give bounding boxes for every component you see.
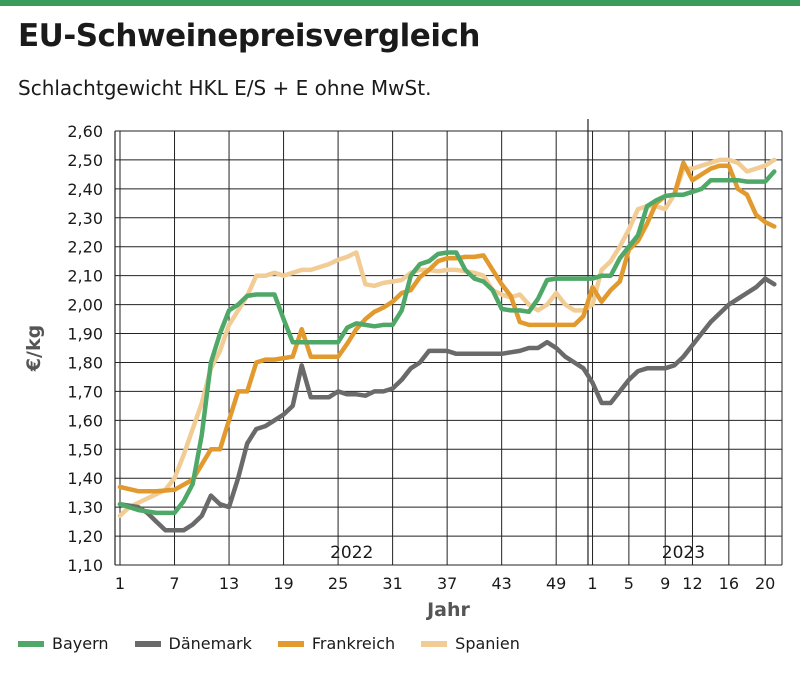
legend-label: Frankreich	[311, 634, 396, 653]
legend-item: Dänemark	[134, 634, 252, 653]
y-tick-label: 1,80	[67, 353, 103, 372]
y-axis-label: €/kg	[23, 325, 45, 372]
x-tick-label: 12	[682, 574, 702, 593]
y-tick-label: 1,60	[67, 411, 103, 430]
y-tick-label: 1,50	[67, 440, 103, 459]
y-tick-label: 1,70	[67, 382, 103, 401]
chart-grid	[114, 119, 783, 566]
x-tick-label: 7	[169, 574, 179, 593]
page-title: EU-Schweinepreisvergleich	[18, 18, 480, 54]
x-tick-labels: 1 7 13 19 25 31 37 43 49 2022 1 5 9 12 16 20 2023	[115, 543, 775, 593]
x-tick-label: 49	[546, 574, 566, 593]
legend-swatch	[134, 640, 161, 647]
x-tick-label: 1	[587, 574, 597, 593]
y-tick-labels: 1,10 1,20 1,30 1,40 1,50 1,60 1,70 1,80 1,90 2,00…	[67, 122, 103, 575]
y-tick-label: 1,40	[67, 469, 103, 488]
x-tick-label: 25	[328, 574, 348, 593]
year-label: 2022	[330, 543, 373, 563]
y-tick-label: 1,20	[67, 527, 103, 546]
legend-label: Spanien	[455, 634, 520, 653]
legend-swatch	[18, 640, 44, 647]
y-tick-label: 2,50	[67, 151, 103, 170]
x-tick-label: 13	[219, 574, 239, 593]
series-line-daenemark	[117, 276, 777, 533]
y-tick-label: 1,30	[67, 498, 103, 517]
x-tick-label: 31	[382, 574, 402, 593]
top-accent-bar	[0, 0, 800, 6]
legend-item: Frankreich	[277, 634, 396, 653]
y-tick-label: 2,60	[67, 122, 103, 141]
y-tick-label: 1,90	[67, 325, 103, 344]
x-tick-label: 5	[624, 574, 634, 593]
x-tick-label: 9	[660, 574, 670, 593]
x-tick-label: 16	[719, 574, 739, 593]
y-tick-label: 1,10	[67, 556, 103, 575]
y-tick-label: 2,40	[67, 180, 103, 199]
chart-series	[117, 157, 777, 533]
chart-legend: Bayern Dänemark Frankreich Spanien	[18, 634, 520, 653]
series-line-bayern	[117, 169, 777, 516]
x-tick-label: 37	[437, 574, 457, 593]
legend-swatch	[277, 640, 304, 647]
price-chart: 1,10 1,20 1,30 1,40 1,50 1,60 1,70 1,80 1,90 2,00…	[23, 119, 783, 621]
y-tick-label: 2,00	[67, 296, 103, 315]
x-tick-label: 1	[115, 574, 125, 593]
year-label: 2023	[662, 543, 705, 563]
x-tick-label: 19	[273, 574, 293, 593]
y-tick-label: 2,30	[67, 209, 103, 228]
x-tick-label: 20	[755, 574, 775, 593]
page-subtitle: Schlachtgewicht HKL E/S + E ohne MwSt.	[18, 76, 432, 100]
legend-label: Dänemark	[168, 634, 252, 653]
x-axis-label: Jahr	[425, 599, 470, 621]
y-tick-label: 2,20	[67, 238, 103, 257]
x-tick-label: 43	[491, 574, 511, 593]
legend-item: Bayern	[18, 634, 109, 653]
y-tick-label: 2,10	[67, 267, 103, 286]
legend-item: Spanien	[421, 634, 520, 653]
legend-label: Bayern	[52, 634, 109, 653]
legend-swatch	[421, 640, 448, 647]
